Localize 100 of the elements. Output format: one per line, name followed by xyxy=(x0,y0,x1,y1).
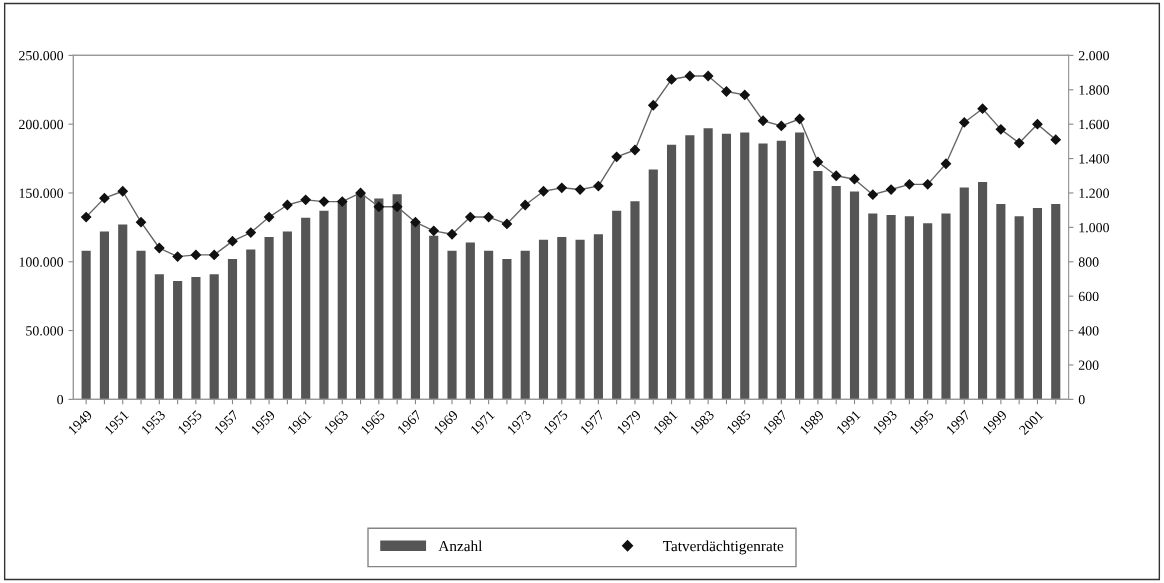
bar xyxy=(81,250,91,400)
bar xyxy=(959,187,969,400)
point xyxy=(538,186,549,197)
point xyxy=(209,249,220,261)
point xyxy=(446,229,458,240)
point xyxy=(1032,119,1043,130)
y2-tick-label: 1.800 xyxy=(1079,85,1109,95)
bar xyxy=(337,201,347,400)
point xyxy=(392,201,403,212)
point xyxy=(263,211,275,223)
point xyxy=(666,74,677,85)
bar xyxy=(264,237,274,400)
point xyxy=(904,179,915,190)
point xyxy=(428,225,439,236)
point xyxy=(849,174,860,185)
bar xyxy=(666,144,677,400)
point xyxy=(684,70,695,82)
bar xyxy=(849,191,860,400)
bar xyxy=(282,231,292,400)
bar xyxy=(557,237,567,400)
point xyxy=(867,189,878,200)
point xyxy=(574,184,586,195)
bar xyxy=(996,203,1006,400)
y2-tick-label: 600 xyxy=(1078,291,1099,302)
point xyxy=(757,115,769,126)
point xyxy=(154,242,165,254)
bar xyxy=(1032,208,1043,400)
y2-tick-label: 2.000 xyxy=(1078,50,1109,61)
point xyxy=(794,113,805,125)
y-tick-label: 50.000 xyxy=(26,326,64,336)
bar xyxy=(246,249,256,400)
legend-label: Anzahl xyxy=(438,540,483,552)
point xyxy=(739,89,750,101)
point xyxy=(593,180,604,192)
bar xyxy=(703,128,713,400)
point xyxy=(922,179,933,190)
point xyxy=(373,201,384,212)
bar xyxy=(593,234,603,400)
point xyxy=(501,218,513,230)
bar xyxy=(538,239,549,400)
y2-tick-label: 0 xyxy=(1078,394,1085,405)
bar xyxy=(429,235,439,400)
bar xyxy=(758,143,768,400)
point xyxy=(227,236,238,247)
bar xyxy=(355,192,366,400)
bar xyxy=(502,259,512,400)
bar xyxy=(209,274,219,400)
bar xyxy=(392,194,402,400)
point xyxy=(959,117,970,128)
point xyxy=(629,144,641,156)
y-tick-label: 150.000 xyxy=(19,188,64,198)
point xyxy=(190,249,202,261)
y2-tick-label: 800 xyxy=(1078,257,1099,267)
bar xyxy=(977,181,988,400)
y-tick-label: 100.000 xyxy=(19,257,64,267)
bar xyxy=(520,250,530,400)
point xyxy=(556,182,567,193)
bar xyxy=(136,250,146,400)
bar xyxy=(868,213,878,400)
point xyxy=(282,199,293,211)
bar xyxy=(118,224,128,400)
point xyxy=(1050,134,1061,145)
y-tick-label: 0 xyxy=(57,394,64,405)
bar xyxy=(1051,203,1061,400)
point xyxy=(940,158,952,169)
bar xyxy=(740,132,750,400)
y2-tick-label: 1.400 xyxy=(1079,154,1109,164)
point xyxy=(172,251,183,262)
point xyxy=(648,100,659,111)
point xyxy=(721,86,732,97)
bar xyxy=(173,281,183,400)
y2-tick-label: 1.000 xyxy=(1079,222,1109,233)
point xyxy=(885,184,897,195)
bar xyxy=(575,239,585,400)
bar xyxy=(941,213,951,400)
bar xyxy=(923,223,933,400)
y2-tick-label: 200 xyxy=(1078,360,1099,370)
point xyxy=(410,217,421,228)
bar xyxy=(191,276,201,400)
bar xyxy=(99,231,110,400)
bar xyxy=(612,210,622,400)
point xyxy=(135,217,147,228)
bar xyxy=(227,259,238,400)
bar xyxy=(813,170,823,400)
bar xyxy=(154,274,164,400)
legend-label: Tatverdächtigenrate xyxy=(662,540,784,555)
bar xyxy=(374,198,384,400)
point xyxy=(465,211,476,223)
y-tick-label: 250.000 xyxy=(19,50,64,61)
point xyxy=(81,211,92,223)
bar xyxy=(648,169,658,400)
y-tick-label: 200.000 xyxy=(19,119,64,130)
bar xyxy=(795,132,805,400)
point xyxy=(483,211,494,223)
bar xyxy=(319,210,329,400)
point xyxy=(337,196,348,207)
point xyxy=(99,193,110,204)
bar xyxy=(447,250,457,400)
point xyxy=(776,120,787,132)
bar xyxy=(301,217,311,400)
